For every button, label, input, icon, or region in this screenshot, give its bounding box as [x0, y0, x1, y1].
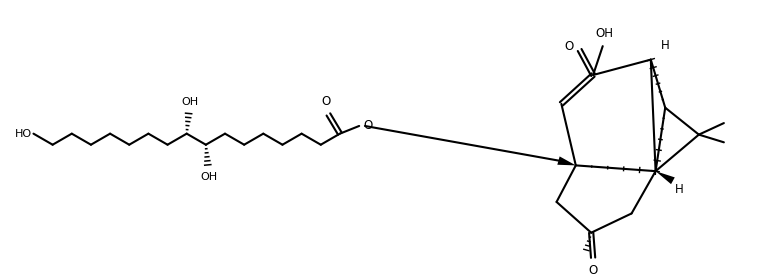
Text: HO: HO [15, 129, 31, 139]
Text: O: O [322, 95, 331, 108]
Polygon shape [558, 157, 576, 165]
Text: O: O [363, 118, 372, 131]
Text: O: O [588, 264, 597, 277]
Text: H: H [675, 183, 683, 196]
Text: H: H [660, 39, 669, 52]
Text: OH: OH [200, 172, 218, 182]
Text: OH: OH [596, 28, 614, 40]
Polygon shape [656, 171, 675, 184]
Text: OH: OH [181, 97, 198, 107]
Text: O: O [565, 40, 574, 53]
